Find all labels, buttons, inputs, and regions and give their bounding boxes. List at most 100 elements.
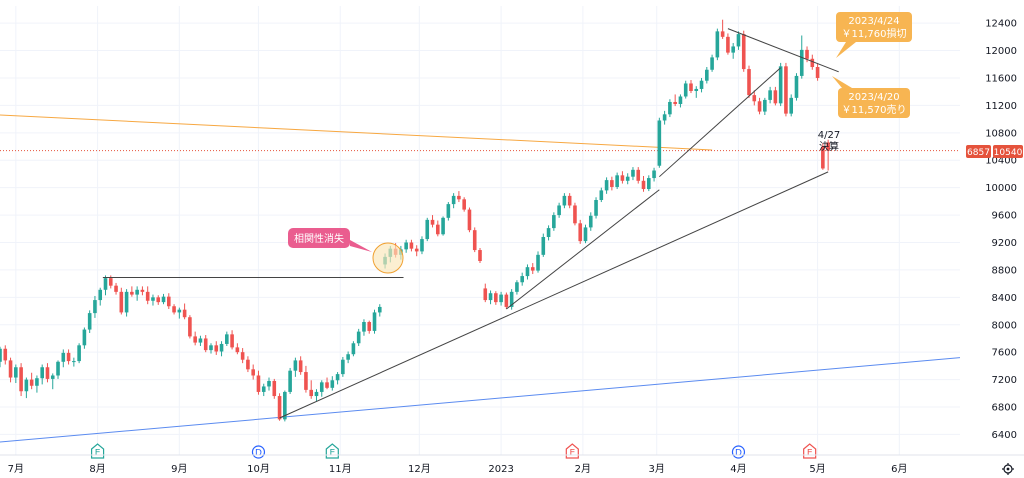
- candle: [752, 90, 757, 106]
- stop-loss-price: ￥11,760損切: [842, 27, 907, 40]
- candle-body: [789, 97, 794, 114]
- sell-callout[interactable]: [838, 88, 910, 118]
- candle-body: [251, 369, 255, 376]
- candle: [436, 220, 440, 237]
- candle: [19, 363, 23, 397]
- candle-body: [641, 180, 646, 190]
- candle: [82, 327, 87, 349]
- candle: [277, 393, 282, 421]
- candle-body: [145, 291, 150, 301]
- candle-body: [536, 254, 540, 271]
- candle: [821, 143, 825, 170]
- candle-body: [61, 352, 66, 362]
- x-axis[interactable]: 7月 8月 9月 10月 11月 12月 2023 2月 3月 4月 5月 6月: [8, 463, 908, 475]
- candle-body: [478, 250, 482, 262]
- earnings-date-label: 4/27: [818, 130, 840, 141]
- candle-body: [314, 391, 319, 397]
- candle-body: [462, 199, 466, 210]
- candle: [731, 43, 735, 59]
- candle: [747, 65, 751, 98]
- candle: [457, 191, 461, 203]
- candle: [367, 320, 372, 334]
- candle: [0, 346, 2, 368]
- candle: [715, 28, 720, 61]
- candle: [198, 335, 203, 347]
- y-axis[interactable]: 12400 12000 11600 11200 10800 10400 10000 9600 9…: [985, 19, 1017, 441]
- candle-body: [161, 296, 166, 303]
- candle-body: [277, 396, 282, 420]
- event-marker-earnings-red[interactable]: E: [565, 443, 579, 459]
- candle: [135, 286, 139, 301]
- candle: [225, 331, 229, 347]
- y-tick-label: 12400: [985, 19, 1017, 30]
- correlation-bubble[interactable]: [288, 228, 350, 248]
- candle-body: [56, 361, 60, 376]
- candle-body: [599, 190, 604, 200]
- stop-loss-callout[interactable]: [836, 12, 912, 42]
- candle-body: [530, 267, 535, 271]
- candle: [103, 275, 108, 296]
- event-marker-dividend[interactable]: D: [251, 445, 266, 459]
- candle-body: [763, 99, 767, 112]
- candle-body: [98, 289, 103, 301]
- candle-body: [731, 46, 735, 53]
- candle-body: [124, 291, 129, 313]
- stop-loss-callout-tail: [836, 42, 856, 58]
- candle: [430, 215, 435, 228]
- candle-body: [0, 348, 2, 362]
- candle-body: [646, 178, 651, 190]
- candle-body: [335, 374, 340, 381]
- candle: [177, 307, 182, 319]
- candle: [66, 349, 71, 365]
- candle: [325, 377, 329, 390]
- candle-body: [557, 205, 561, 216]
- x-tick-label: 11月: [329, 463, 352, 475]
- candle: [588, 212, 593, 231]
- candle: [8, 357, 13, 383]
- candle: [351, 341, 356, 357]
- candle-body: [304, 372, 308, 390]
- candle-body: [414, 248, 419, 252]
- candle: [130, 286, 134, 297]
- candle: [520, 272, 524, 286]
- candle-body: [815, 67, 820, 78]
- settings-gear-icon[interactable]: [1002, 463, 1014, 475]
- x-tick-label: 6月: [891, 463, 907, 475]
- candle-body: [193, 336, 197, 343]
- candle: [720, 19, 725, 39]
- candle: [699, 77, 704, 93]
- candle-body: [504, 294, 509, 307]
- event-marker-earnings[interactable]: E: [325, 443, 339, 459]
- candle-body: [515, 282, 519, 292]
- candle: [293, 357, 298, 377]
- candle-body: [225, 334, 229, 344]
- candle-body: [77, 345, 81, 362]
- candle-body: [82, 329, 87, 346]
- candle-body: [509, 291, 514, 307]
- event-marker-earnings[interactable]: E: [90, 443, 105, 459]
- candle-body: [794, 75, 799, 98]
- x-tick-label: 4月: [730, 463, 746, 475]
- candle-body: [678, 96, 683, 105]
- candle: [161, 293, 166, 305]
- x-tick-label: 5月: [809, 463, 825, 475]
- event-marker-earnings-red[interactable]: E: [803, 443, 817, 459]
- candle: [377, 304, 382, 317]
- candle: [472, 227, 477, 253]
- event-label: D: [735, 449, 742, 459]
- candle: [124, 289, 129, 317]
- candle: [789, 94, 794, 117]
- event-marker-dividend[interactable]: D: [731, 445, 746, 459]
- candle-body: [747, 69, 751, 96]
- candle: [230, 330, 234, 350]
- trendline-blue-long: [0, 357, 961, 443]
- candle: [515, 280, 519, 295]
- candle: [425, 217, 430, 242]
- y-tick-label: 11600: [985, 73, 1017, 84]
- y-tick-label: 12000: [985, 46, 1017, 57]
- candle: [573, 202, 577, 226]
- correlation-highlight-circle: [372, 242, 404, 274]
